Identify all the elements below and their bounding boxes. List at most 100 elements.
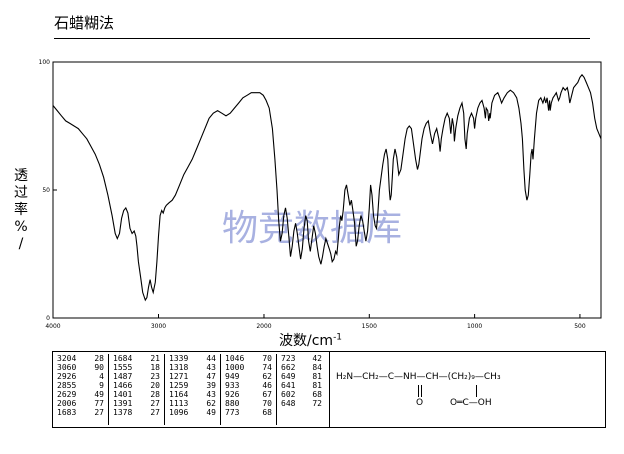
peak-row: 1466 20 [109, 381, 164, 390]
x-tick-label: 2000 [256, 323, 271, 330]
peak-row: 649 81 [277, 372, 326, 381]
peak-wavenumber: 649 [281, 372, 296, 381]
peak-column: 723 42 662 84 649 81 641 81 602 68 648 72 [277, 354, 326, 425]
y-axis-label-char: 透 [14, 168, 28, 184]
peak-row: 949 62 [221, 372, 276, 381]
peak-transmittance: 81 [312, 372, 322, 381]
y-axis-label-char: 过 [14, 185, 28, 201]
peak-table: 3204 28 3060 90 2926 4 2855 9 2629 49 2006 77 1683 27… [52, 351, 330, 428]
y-axis-label-char: 率 [14, 202, 28, 218]
x-tick-label: 1000 [467, 323, 482, 330]
peak-wavenumber: 1000 [225, 363, 245, 372]
peak-row: 933 46 [221, 381, 276, 390]
plot-frame [52, 61, 602, 319]
x-tick-label: 500 [574, 323, 586, 330]
watermark: 物竞数据库 [222, 208, 402, 249]
peak-transmittance: 44 [206, 354, 216, 363]
peak-wavenumber: 3060 [57, 363, 77, 372]
peak-row: 648 72 [277, 399, 326, 408]
peak-transmittance: 62 [206, 399, 216, 408]
peak-row: 1684 21 [109, 354, 164, 363]
y-axis-label-char: % [14, 219, 28, 235]
peak-row: 2926 4 [53, 372, 108, 381]
peak-wavenumber: 3204 [57, 354, 77, 363]
peak-wavenumber: 1466 [113, 381, 133, 390]
peak-wavenumber: 2629 [57, 390, 77, 399]
peak-wavenumber: 1401 [113, 390, 133, 399]
peak-row: 1683 27 [53, 408, 108, 417]
x-axis-label-sup: -1 [333, 332, 343, 343]
peak-row: 1113 62 [165, 399, 220, 408]
peak-wavenumber: 949 [225, 372, 240, 381]
peak-transmittance: 27 [94, 408, 104, 417]
peak-transmittance: 18 [150, 363, 160, 372]
peak-transmittance: 21 [150, 354, 160, 363]
peak-row: 1378 27 [109, 408, 164, 417]
y-axis-label-char: / [18, 236, 24, 252]
peak-row: 773 68 [221, 408, 276, 417]
peak-transmittance: 39 [206, 381, 216, 390]
x-tick-label: 3000 [151, 323, 166, 330]
peak-transmittance: 46 [262, 381, 272, 390]
peak-transmittance: 28 [150, 390, 160, 399]
peak-row: 926 67 [221, 390, 276, 399]
peak-row: 723 42 [277, 354, 326, 363]
peak-row: 1318 43 [165, 363, 220, 372]
peak-transmittance: 27 [150, 399, 160, 408]
peak-transmittance: 70 [262, 399, 272, 408]
peak-row: 1259 39 [165, 381, 220, 390]
peak-transmittance: 70 [262, 354, 272, 363]
peak-wavenumber: 1318 [169, 363, 189, 372]
peak-transmittance: 43 [206, 390, 216, 399]
structure-carbonyl-o: O [416, 398, 424, 408]
peak-wavenumber: 1271 [169, 372, 189, 381]
peak-wavenumber: 723 [281, 354, 296, 363]
peak-row: 602 68 [277, 390, 326, 399]
structure-main-chain: H₂N—CH₂—C—NH—CH—(CH₂)₉—CH₃ [336, 372, 501, 382]
peak-transmittance: 81 [312, 381, 322, 390]
peak-transmittance: 72 [312, 399, 322, 408]
x-axis-label-text: 波数/cm [279, 333, 334, 349]
peak-wavenumber: 602 [281, 390, 296, 399]
peak-wavenumber: 773 [225, 408, 240, 417]
peak-transmittance: 77 [94, 399, 104, 408]
peak-transmittance: 74 [262, 363, 272, 372]
y-tick-label: 100 [39, 59, 51, 66]
peak-transmittance: 47 [206, 372, 216, 381]
peak-wavenumber: 1113 [169, 399, 189, 408]
peak-wavenumber: 648 [281, 399, 296, 408]
peak-wavenumber: 1096 [169, 408, 189, 417]
tick-group: 4000 3000 2000 1500 1000 500 0 50 100 [39, 59, 586, 330]
peak-row: 1555 18 [109, 363, 164, 372]
y-axis-label: 透 过 率 % / [12, 168, 30, 253]
peak-wavenumber: 2926 [57, 372, 77, 381]
peak-transmittance: 62 [262, 372, 272, 381]
peak-transmittance: 20 [150, 381, 160, 390]
peak-transmittance: 84 [312, 363, 322, 372]
peak-row: 3060 90 [53, 363, 108, 372]
peak-row: 1391 27 [109, 399, 164, 408]
structure-box: H₂N—CH₂—C—NH—CH—(CH₂)₉—CH₃ O O═C—OH [328, 351, 606, 428]
peak-row: 1096 49 [165, 408, 220, 417]
acid-bond [476, 385, 477, 397]
peak-row: 641 81 [277, 381, 326, 390]
y-tick-label: 0 [46, 315, 50, 322]
peak-row: 1401 28 [109, 390, 164, 399]
peak-wavenumber: 1164 [169, 390, 189, 399]
peak-wavenumber: 641 [281, 381, 296, 390]
peak-wavenumber: 1391 [113, 399, 133, 408]
peak-transmittance: 68 [262, 408, 272, 417]
peak-wavenumber: 2855 [57, 381, 77, 390]
carbonyl-bond [418, 385, 422, 397]
x-axis-label: 波数/cm-1 [279, 330, 342, 350]
peak-wavenumber: 1555 [113, 363, 133, 372]
peak-row: 880 70 [221, 399, 276, 408]
peak-row: 1339 44 [165, 354, 220, 363]
peak-transmittance: 49 [206, 408, 216, 417]
peak-column: 1684 21 1555 18 1487 23 1466 20 1401 28 1391 27 1378… [109, 354, 165, 425]
peak-column: 3204 28 3060 90 2926 4 2855 9 2629 49 2006 77 1683 27 [53, 354, 109, 425]
peak-wavenumber: 1046 [225, 354, 245, 363]
x-tick-label: 4000 [45, 323, 60, 330]
peak-wavenumber: 1339 [169, 354, 189, 363]
peak-wavenumber: 1684 [113, 354, 133, 363]
